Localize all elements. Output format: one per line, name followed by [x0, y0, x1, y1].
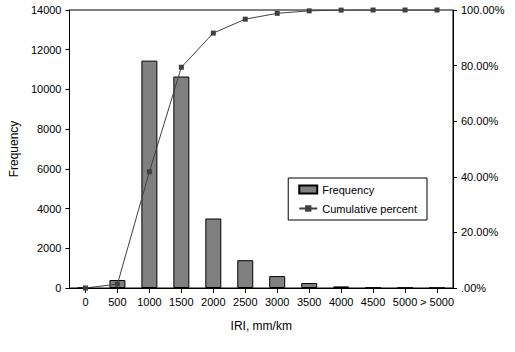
- svg-text:IRI, mm/km: IRI, mm/km: [231, 319, 292, 333]
- svg-text:20.00%: 20.00%: [461, 226, 499, 238]
- svg-text:Frequency: Frequency: [322, 184, 374, 196]
- svg-text:1500: 1500: [169, 296, 193, 308]
- svg-text:60.00%: 60.00%: [461, 115, 499, 127]
- svg-text:5000: 5000: [393, 296, 417, 308]
- svg-text:> 5000: > 5000: [420, 296, 454, 308]
- svg-text:3000: 3000: [265, 296, 289, 308]
- svg-text:Cumulative percent: Cumulative percent: [322, 203, 417, 215]
- svg-text:6000: 6000: [37, 163, 61, 175]
- svg-text:.00%: .00%: [461, 282, 486, 294]
- svg-text:2000: 2000: [201, 296, 225, 308]
- svg-text:0: 0: [82, 296, 88, 308]
- svg-text:3500: 3500: [297, 296, 321, 308]
- svg-text:10000: 10000: [31, 83, 62, 95]
- svg-text:80.00%: 80.00%: [461, 60, 499, 72]
- svg-text:14000: 14000: [31, 4, 62, 16]
- svg-text:1000: 1000: [137, 296, 161, 308]
- svg-text:0: 0: [55, 282, 61, 294]
- svg-text:4000: 4000: [37, 203, 61, 215]
- svg-text:40.00%: 40.00%: [461, 171, 499, 183]
- svg-text:100.00%: 100.00%: [461, 4, 505, 16]
- svg-text:2000: 2000: [37, 242, 61, 254]
- svg-text:4500: 4500: [361, 296, 385, 308]
- svg-text:2500: 2500: [233, 296, 257, 308]
- svg-text:Frequency: Frequency: [7, 121, 21, 178]
- svg-text:12000: 12000: [31, 44, 62, 56]
- svg-text:500: 500: [108, 296, 126, 308]
- svg-text:4000: 4000: [329, 296, 353, 308]
- svg-text:8000: 8000: [37, 123, 61, 135]
